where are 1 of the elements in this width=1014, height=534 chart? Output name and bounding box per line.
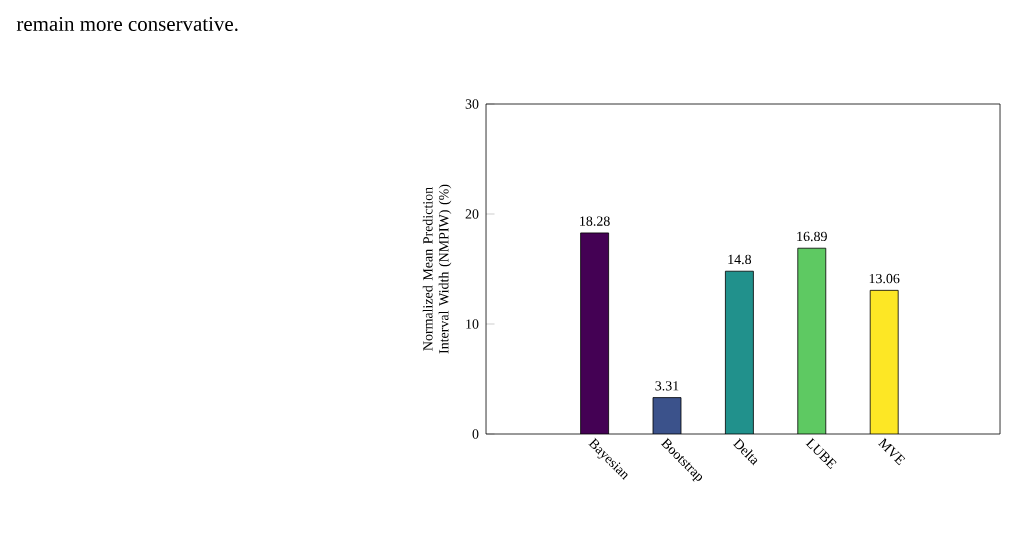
text: remain more conservative. — [16, 16, 238, 32]
